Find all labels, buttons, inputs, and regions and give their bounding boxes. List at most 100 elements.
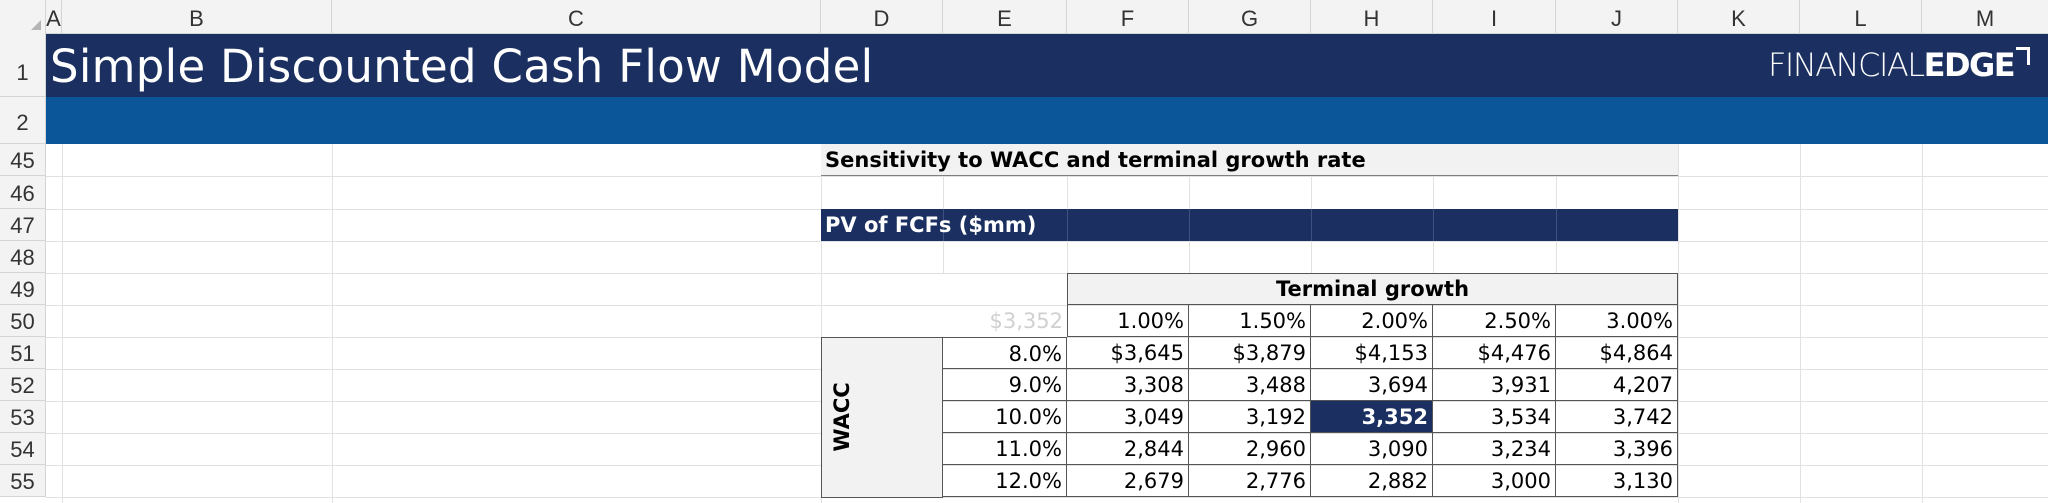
- column-header-f[interactable]: F: [1067, 0, 1189, 34]
- gridline: [46, 176, 2048, 177]
- pv-value-cell[interactable]: 3,488: [1189, 369, 1311, 401]
- wacc-label[interactable]: WACC: [830, 382, 854, 452]
- column-header-i[interactable]: I: [1433, 0, 1556, 34]
- pv-value-cell[interactable]: 3,049: [1067, 401, 1189, 433]
- row-header-49[interactable]: 49: [0, 273, 46, 305]
- gridline: [46, 369, 2048, 370]
- pv-value-cell[interactable]: 3,130: [1556, 465, 1678, 497]
- wacc-rate-cell[interactable]: 11.0%: [943, 433, 1067, 465]
- pv-value-cell-selected[interactable]: 3,352: [1311, 401, 1433, 433]
- wacc-rate-cell[interactable]: 10.0%: [943, 401, 1067, 433]
- pv-value-cell[interactable]: $4,864: [1556, 337, 1678, 369]
- gridline: [62, 144, 63, 503]
- page-title[interactable]: Simple Discounted Cash Flow Model: [50, 40, 874, 93]
- row-header-48[interactable]: 48: [0, 241, 46, 273]
- wacc-label-box: [821, 337, 943, 498]
- pv-value-cell[interactable]: 3,534: [1433, 401, 1556, 433]
- gridline: [1311, 176, 1312, 209]
- column-header-bar: [0, 0, 2048, 34]
- column-header-g[interactable]: G: [1189, 0, 1311, 34]
- pv-header-divider: [1311, 209, 1312, 241]
- pv-header-divider: [1556, 209, 1557, 241]
- growth-rate-cell[interactable]: 1.50%: [1189, 305, 1311, 337]
- column-header-k[interactable]: K: [1678, 0, 1800, 34]
- select-all-icon: [31, 20, 41, 30]
- row-header-45[interactable]: 45: [0, 144, 46, 176]
- growth-rate-cell[interactable]: 3.00%: [1556, 305, 1678, 337]
- gridline: [46, 497, 2048, 498]
- pv-value-cell[interactable]: 3,234: [1433, 433, 1556, 465]
- column-header-m[interactable]: M: [1975, 6, 1995, 31]
- gridline: [332, 144, 333, 503]
- sensitivity-header[interactable]: Sensitivity to WACC and terminal growth …: [821, 144, 1678, 176]
- pv-header[interactable]: PV of FCFs ($mm): [825, 213, 1037, 237]
- wacc-rate-cell[interactable]: 9.0%: [943, 369, 1067, 401]
- logo-mark-icon: [2016, 47, 2031, 65]
- pv-value-cell[interactable]: 2,844: [1067, 433, 1189, 465]
- financial-edge-logo: FINANCIAL EDGE: [1768, 40, 2031, 90]
- gridline: [1922, 144, 1923, 503]
- corner-value-cell[interactable]: $3,352: [989, 309, 1063, 333]
- row-header-46[interactable]: 46: [0, 176, 46, 209]
- pv-header-divider: [943, 209, 944, 241]
- pv-value-cell[interactable]: $4,476: [1433, 337, 1556, 369]
- gridline: [1189, 241, 1190, 273]
- growth-rate-cell[interactable]: 1.00%: [1067, 305, 1189, 337]
- pv-value-cell[interactable]: 3,308: [1067, 369, 1189, 401]
- pv-value-cell[interactable]: 2,882: [1311, 465, 1433, 497]
- column-header-c[interactable]: C: [332, 0, 821, 34]
- gridline: [1556, 241, 1557, 273]
- title-band: [46, 34, 2048, 97]
- row-header-53[interactable]: 53: [0, 401, 46, 433]
- column-header-b[interactable]: B: [62, 0, 332, 34]
- row-header-52[interactable]: 52: [0, 369, 46, 401]
- pv-value-cell[interactable]: 3,931: [1433, 369, 1556, 401]
- pv-value-cell[interactable]: 2,960: [1189, 433, 1311, 465]
- gridline: [1433, 241, 1434, 273]
- sub-band: [46, 97, 2048, 144]
- pv-header-divider: [1067, 209, 1068, 241]
- gridline: [46, 401, 2048, 402]
- growth-rate-cell[interactable]: 2.00%: [1311, 305, 1433, 337]
- row-header-55[interactable]: 55: [0, 465, 46, 497]
- wacc-rate-cell[interactable]: 12.0%: [943, 465, 1067, 497]
- row-header-51[interactable]: 51: [0, 337, 46, 369]
- column-header-e[interactable]: E: [943, 0, 1067, 34]
- pv-value-cell[interactable]: $3,645: [1067, 337, 1189, 369]
- gridline: [821, 144, 822, 503]
- column-header-h[interactable]: H: [1311, 0, 1433, 34]
- gridline: [1678, 144, 1679, 503]
- growth-rate-cell[interactable]: 2.50%: [1433, 305, 1556, 337]
- pv-header-divider: [1433, 209, 1434, 241]
- pv-value-cell[interactable]: 2,679: [1067, 465, 1189, 497]
- row-header-2[interactable]: 2: [0, 97, 46, 144]
- pv-header-band: [821, 209, 1678, 241]
- select-all-corner[interactable]: [0, 0, 46, 34]
- logo-text-light: FINANCIAL: [1768, 46, 1925, 84]
- pv-value-cell[interactable]: $4,153: [1311, 337, 1433, 369]
- row-header-47[interactable]: 47: [0, 209, 46, 241]
- gridline: [1311, 241, 1312, 273]
- terminal-growth-header[interactable]: Terminal growth: [1067, 273, 1678, 305]
- column-header-l[interactable]: L: [1800, 0, 1922, 34]
- row-header-54[interactable]: 54: [0, 433, 46, 465]
- gridline: [46, 305, 2048, 306]
- row-header-50[interactable]: 50: [0, 305, 46, 337]
- pv-header-divider: [1189, 209, 1190, 241]
- pv-value-cell[interactable]: 3,192: [1189, 401, 1311, 433]
- pv-value-cell[interactable]: 3,000: [1433, 465, 1556, 497]
- pv-value-cell[interactable]: 4,207: [1556, 369, 1678, 401]
- pv-value-cell[interactable]: $3,879: [1189, 337, 1311, 369]
- row-header-1[interactable]: 1: [0, 34, 46, 97]
- pv-value-cell[interactable]: 3,694: [1311, 369, 1433, 401]
- gridline: [1556, 176, 1557, 209]
- pv-value-cell[interactable]: 3,090: [1311, 433, 1433, 465]
- pv-value-cell[interactable]: 3,742: [1556, 401, 1678, 433]
- wacc-rate-cell[interactable]: 8.0%: [943, 337, 1067, 369]
- pv-value-cell[interactable]: 2,776: [1189, 465, 1311, 497]
- column-header-a[interactable]: A: [46, 0, 62, 34]
- pv-value-cell[interactable]: 3,396: [1556, 433, 1678, 465]
- column-header-d[interactable]: D: [821, 0, 943, 34]
- gridline: [46, 433, 2048, 434]
- column-header-j[interactable]: J: [1556, 0, 1678, 34]
